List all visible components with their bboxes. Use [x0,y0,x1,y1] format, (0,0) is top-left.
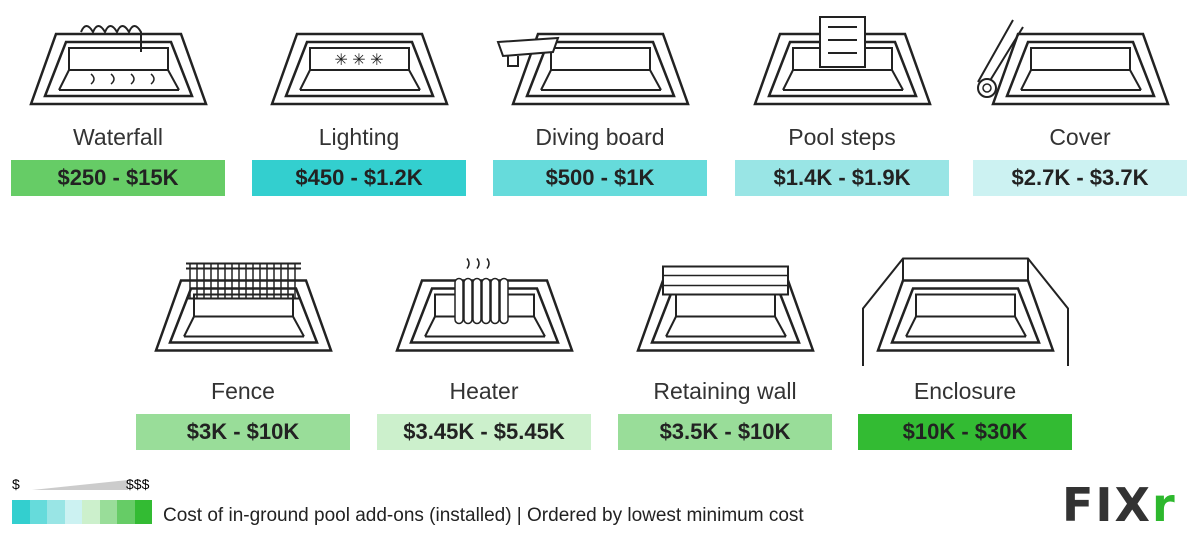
price-badge: $1.4K - $1.9K [735,160,949,196]
addon-label: Enclosure [913,378,1017,404]
price-badge: $10K - $30K [858,414,1072,450]
retaining-wall-icon [636,265,815,352]
addon-label: Heater [449,378,519,404]
addon-label: Pool steps [788,124,896,150]
legend-swatch [134,500,152,524]
price-badge: $3K - $10K [136,414,350,450]
svg-text:✳ ✳ ✳: ✳ ✳ ✳ [334,52,383,69]
caption: Cost of in-ground pool add-ons (installe… [163,505,804,526]
addon-lighting: ✳ ✳ ✳ Lighting $450 - $1.2K [252,12,466,196]
diving-board-icon [496,32,690,106]
legend-swatch [29,500,47,524]
addon-fence: Fence $3K - $10K [136,236,350,450]
addon-heater: Heater $3.45K - $5.45K [377,236,591,450]
price-badge: $3.5K - $10K [618,414,832,450]
addon-cover: Cover $2.7K - $3.7K [973,12,1187,196]
legend-high: $$$ [126,476,150,492]
addon-waterfall: Waterfall $250 - $15K [11,12,225,196]
pool-steps-icon [753,16,932,106]
legend-scale [12,500,152,524]
waterfall-icon [29,25,208,106]
addon-diving-board: Diving board $500 - $1K [493,12,707,196]
price-badge: $450 - $1.2K [252,160,466,196]
legend-low: $ [12,476,20,492]
price-badge: $3.45K - $5.45K [377,414,591,450]
addon-label: Lighting [318,124,400,150]
addon-label: Cover [1049,124,1111,150]
price-badge: $2.7K - $3.7K [973,160,1187,196]
addon-label: Waterfall [73,124,163,150]
addon-label: Fence [211,378,275,404]
legend-swatch [99,500,117,524]
legend-swatch [82,500,100,524]
legend-swatch [47,500,65,524]
addon-label: Diving board [535,124,665,150]
addon-retaining-wall: Retaining wall $3.5K - $10K [618,236,832,450]
cover-icon [977,19,1170,106]
legend-swatch [117,500,135,524]
addon-label: Retaining wall [653,378,797,404]
enclosure-icon [862,257,1069,366]
heater-icon [395,258,574,352]
fence-icon [154,262,333,352]
addon-pool-steps: Pool steps $1.4K - $1.9K [735,12,949,196]
lighting-icon: ✳ ✳ ✳ [270,32,449,106]
addon-enclosure: Enclosure $10K - $30K [858,236,1072,450]
legend-swatch [64,500,82,524]
fixr-logo: FIXr [1062,478,1177,532]
legend-wedge [32,480,128,490]
legend-swatch [12,500,30,524]
price-badge: $500 - $1K [493,160,707,196]
price-badge: $250 - $15K [11,160,225,196]
cost-legend: $ $$$ [12,476,152,524]
